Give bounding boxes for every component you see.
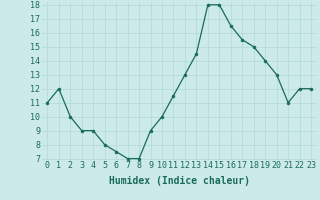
X-axis label: Humidex (Indice chaleur): Humidex (Indice chaleur)	[109, 176, 250, 186]
